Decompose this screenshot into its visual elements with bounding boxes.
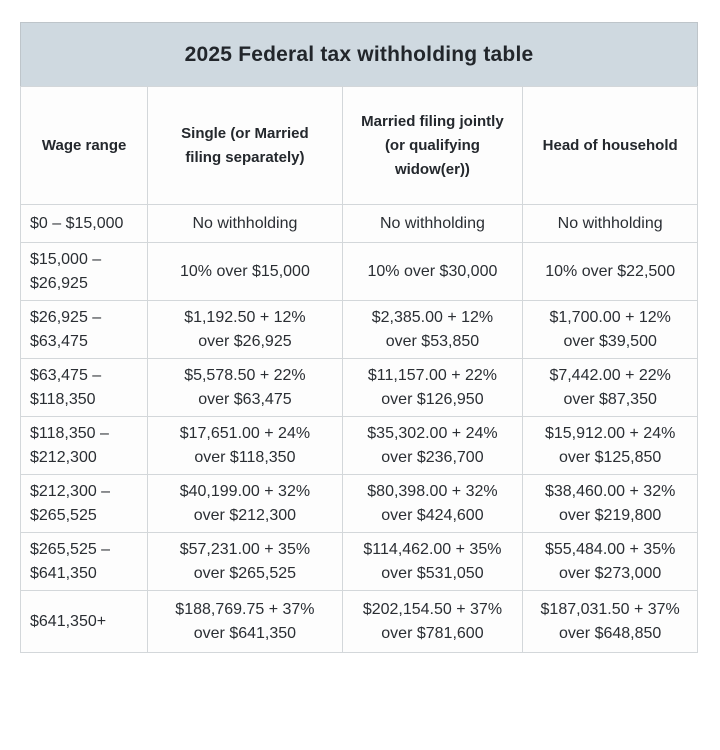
married-jointly-cell: $80,398.00 + 32% over $424,600 — [341, 474, 524, 533]
single-cell: $57,231.00 + 35% over $265,525 — [147, 532, 343, 591]
married-jointly-cell: $114,462.00 + 35% over $531,050 — [341, 532, 524, 591]
wage-range-cell: $212,300 – $265,525 — [19, 474, 149, 533]
married-jointly-cell: $35,302.00 + 24% over $236,700 — [341, 416, 524, 475]
head-of-household-cell: $187,031.50 + 37% over $648,850 — [522, 590, 698, 653]
single-cell: No withholding — [147, 204, 343, 243]
column-header-single: Single (or Married filing separately) — [147, 86, 343, 205]
table-row: $15,000 – $26,925 10% over $15,000 10% o… — [19, 242, 698, 301]
wage-range-cell: $63,475 – $118,350 — [19, 358, 149, 417]
married-jointly-cell: 10% over $30,000 — [341, 242, 524, 301]
head-of-household-cell: $38,460.00 + 32% over $219,800 — [522, 474, 698, 533]
withholding-table: Wage range Single (or Married filing sep… — [19, 86, 698, 653]
head-of-household-cell: No withholding — [522, 204, 698, 243]
married-jointly-cell: $202,154.50 + 37% over $781,600 — [341, 590, 524, 653]
table-row: $265,525 – $641,350 $57,231.00 + 35% ove… — [19, 532, 698, 591]
page-title: 2025 Federal tax withholding table — [184, 42, 534, 66]
head-of-household-cell: $55,484.00 + 35% over $273,000 — [522, 532, 698, 591]
single-cell: $188,769.75 + 37% over $641,350 — [147, 590, 343, 653]
column-header-head-of-household: Head of household — [522, 86, 698, 205]
tax-table: 2025 Federal tax withholding table Wage … — [19, 22, 698, 653]
table-row: $212,300 – $265,525 $40,199.00 + 32% ove… — [19, 474, 698, 533]
table-title-bar: 2025 Federal tax withholding table — [20, 22, 698, 86]
married-jointly-cell: $2,385.00 + 12% over $53,850 — [341, 300, 524, 359]
table-row: $26,925 – $63,475 $1,192.50 + 12% over $… — [19, 300, 698, 359]
head-of-household-cell: $7,442.00 + 22% over $87,350 — [522, 358, 698, 417]
column-header-married-jointly: Married filing jointly (or qualifying wi… — [341, 86, 524, 205]
table-row: $63,475 – $118,350 $5,578.50 + 22% over … — [19, 358, 698, 417]
single-cell: $5,578.50 + 22% over $63,475 — [147, 358, 343, 417]
table-row: $0 – $15,000 No withholding No withholdi… — [19, 204, 698, 243]
married-jointly-cell: No withholding — [341, 204, 524, 243]
single-cell: 10% over $15,000 — [147, 242, 343, 301]
single-cell: $40,199.00 + 32% over $212,300 — [147, 474, 343, 533]
column-header-wage-range: Wage range — [19, 86, 149, 205]
table-row: $641,350+ $188,769.75 + 37% over $641,35… — [19, 590, 698, 653]
married-jointly-cell: $11,157.00 + 22% over $126,950 — [341, 358, 524, 417]
header-row: Wage range Single (or Married filing sep… — [19, 86, 698, 205]
single-cell: $17,651.00 + 24% over $118,350 — [147, 416, 343, 475]
head-of-household-cell: 10% over $22,500 — [522, 242, 698, 301]
wage-range-cell: $118,350 – $212,300 — [19, 416, 149, 475]
table-row: $118,350 – $212,300 $17,651.00 + 24% ove… — [19, 416, 698, 475]
wage-range-cell: $0 – $15,000 — [19, 204, 149, 243]
wage-range-cell: $15,000 – $26,925 — [19, 242, 149, 301]
head-of-household-cell: $15,912.00 + 24% over $125,850 — [522, 416, 698, 475]
wage-range-cell: $265,525 – $641,350 — [19, 532, 149, 591]
head-of-household-cell: $1,700.00 + 12% over $39,500 — [522, 300, 698, 359]
wage-range-cell: $26,925 – $63,475 — [19, 300, 149, 359]
wage-range-cell: $641,350+ — [19, 590, 149, 653]
single-cell: $1,192.50 + 12% over $26,925 — [147, 300, 343, 359]
